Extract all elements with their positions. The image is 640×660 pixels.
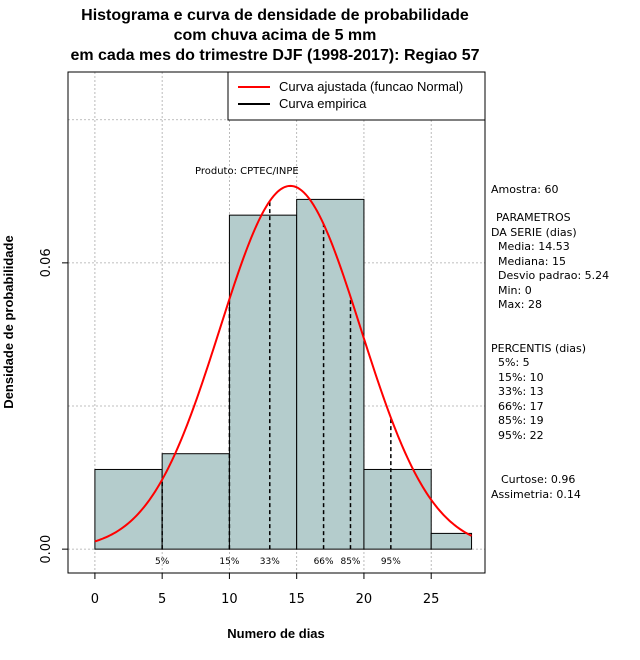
y-axis-title: Densidade de probabilidade [1,235,16,408]
percentile-label-5: 95% [381,557,401,567]
stat-curtose: Curtose: 0.96 [501,473,575,486]
x-tick-label-4: 20 [356,592,373,607]
legend-box [227,71,486,121]
chart-title-line-2: com chuva acima de 5 mm [174,27,377,44]
x-tick-label-1: 5 [158,592,166,607]
percentile-lines-layer: 5% 15% 33% 66% 85% 95% [155,201,401,567]
histogram-bar-4 [363,468,432,550]
stat-p15: 15%: 10 [498,371,544,384]
stat-p33: 33%: 13 [498,385,544,398]
stat-media: Media: 14.53 [498,240,570,253]
x-tick-label-5: 25 [423,592,440,607]
percentile-label-1: 15% [219,557,239,567]
stat-params-title-1: PARAMETROS [496,211,571,224]
stat-mediana: Mediana: 15 [498,255,566,268]
histogram-bar-2 [228,214,298,550]
stat-percentis-title: PERCENTIS (dias) [491,342,586,355]
bars-layer [94,198,473,550]
stat-params-title-2: DA SERIE (dias) [491,226,577,239]
stat-sample: Amostra: 60 [491,183,558,196]
product-annotation: Produto: CPTEC/INPE [195,166,299,177]
legend: Curva ajustada (funcao Normal) Curva emp… [227,71,486,121]
chart-title-line-3: em cada mes do trimestre DJF (1998-2017)… [70,47,479,64]
stat-max: Max: 28 [498,298,542,311]
normal-fit-curve [94,184,473,543]
percentile-label-0: 5% [155,557,170,567]
histogram-bar-1 [161,453,230,550]
histogram-bar-5 [430,532,473,550]
chart-title-line-1: Histograma e curva de densidade de proba… [81,7,469,24]
percentile-label-4: 85% [340,557,360,567]
axes-layer: 0 5 10 15 20 25 0.00 0.06 [39,248,439,607]
y-tick-label-0: 0.00 [39,535,54,564]
stat-min: Min: 0 [498,284,532,297]
y-tick-label-1: 0.06 [39,248,54,277]
x-tick-label-0: 0 [91,592,99,607]
stat-assimetria: Assimetria: 0.14 [491,488,581,501]
curve-layer [94,184,473,543]
legend-label-fit: Curva ajustada (funcao Normal) [279,79,463,94]
stat-p5: 5%: 5 [498,356,530,369]
stat-p85: 85%: 19 [498,414,544,427]
stat-p95: 95%: 22 [498,429,544,442]
stat-desvio: Desvio padrao: 5.24 [498,269,609,282]
legend-label-empirical: Curva empirica [279,96,367,111]
x-axis-title: Numero de dias [227,626,325,641]
stats-panel: Amostra: 60 PARAMETROS DA SERIE (dias) M… [491,183,609,501]
x-tick-label-2: 10 [221,592,238,607]
histogram-bar-3 [296,198,365,550]
x-tick-label-3: 15 [288,592,305,607]
stat-p66: 66%: 17 [498,400,544,413]
histogram-bar-0 [94,468,163,550]
percentile-label-3: 66% [314,557,334,567]
percentile-label-2: 33% [260,557,280,567]
